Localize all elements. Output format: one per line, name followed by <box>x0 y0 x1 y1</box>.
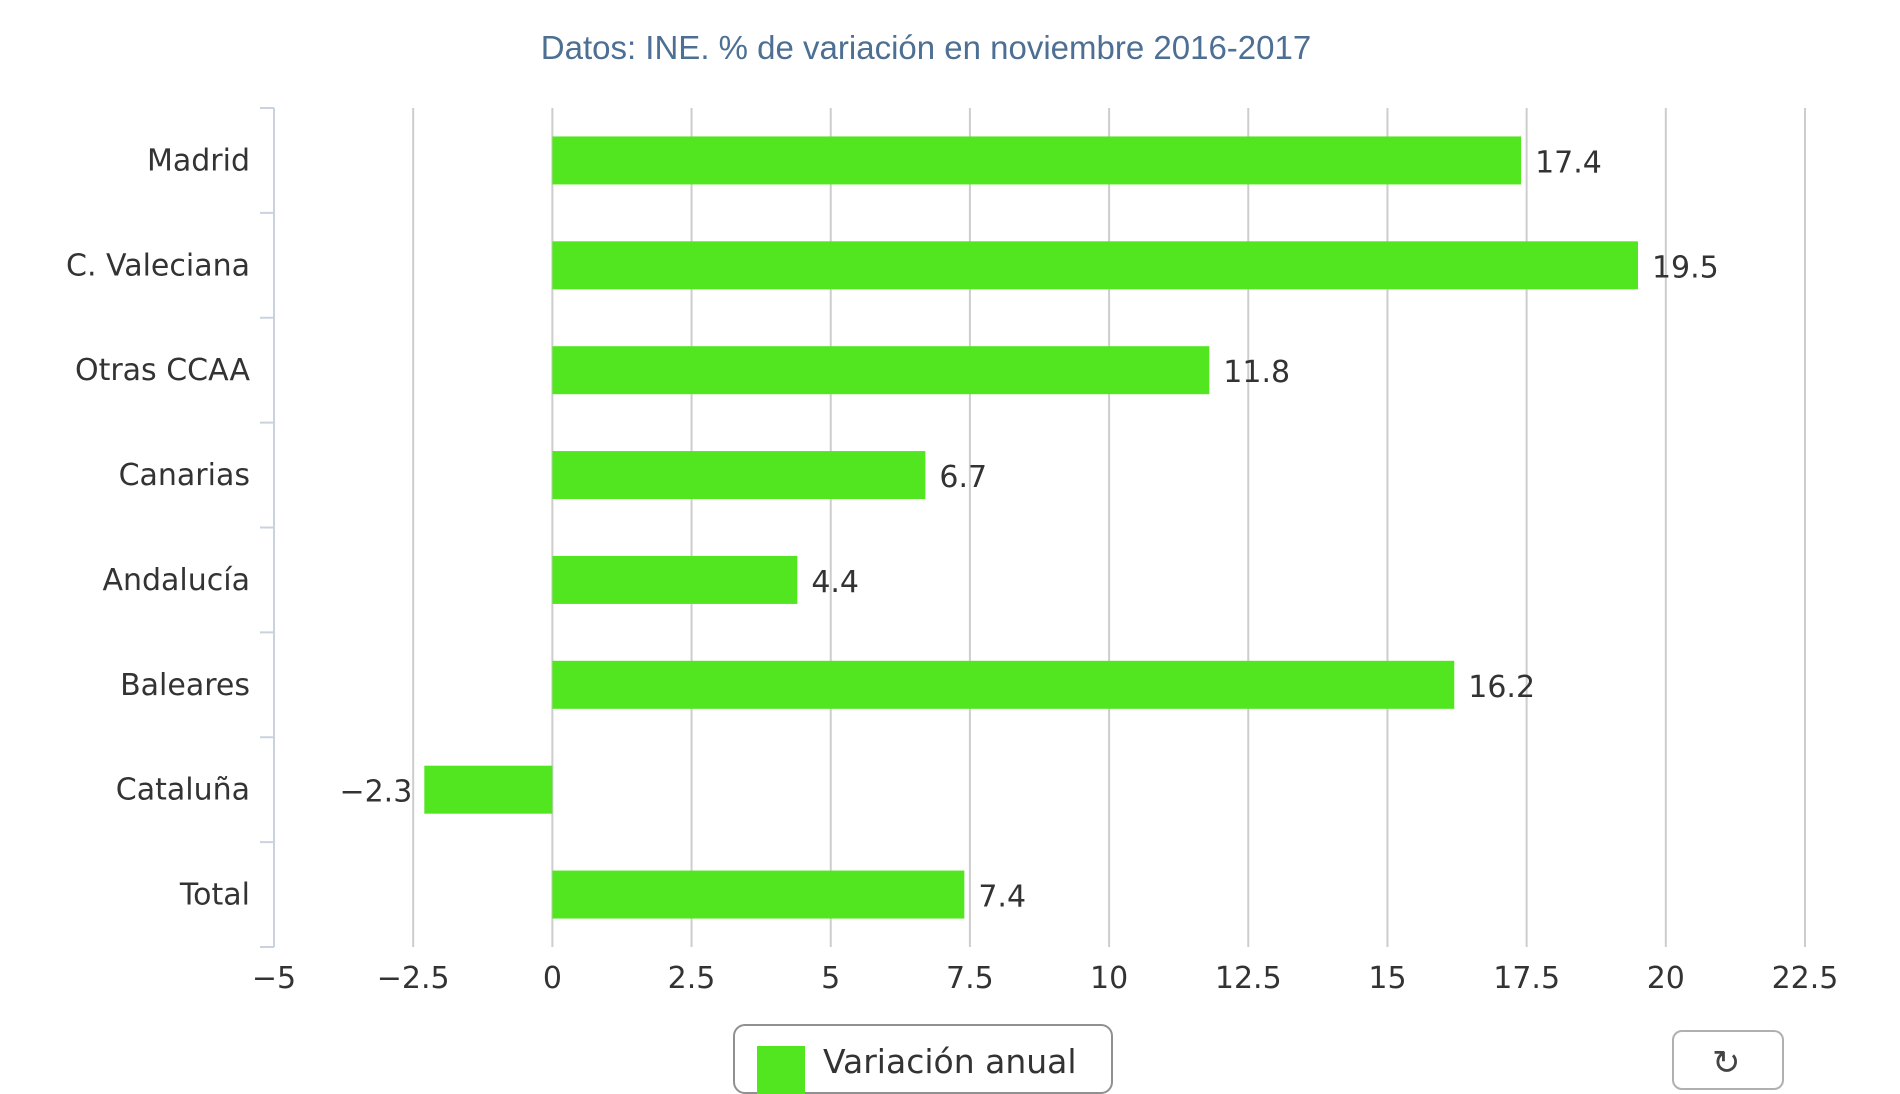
data-label: 17.4 <box>1535 145 1602 180</box>
x-tick-labels: −5 −2.5 0 2.5 5 7.5 10 12.5 15 17.5 20 22.5 <box>252 961 1839 996</box>
bar[interactable] <box>552 870 965 919</box>
bar-series[interactable] <box>424 136 1638 919</box>
category-label: Cataluña <box>116 773 250 808</box>
category-labels: Madrid C. Valeciana Otras CCAA Canarias Anda… <box>66 143 250 912</box>
x-tick-label: 5 <box>821 961 840 996</box>
chart-plot: 17.4 19.5 11.8 6.7 4.4 16.2 −2.3 7.4 Madrid C. V… <box>66 107 1839 996</box>
bar[interactable] <box>552 451 926 500</box>
data-label: 7.4 <box>978 880 1026 915</box>
bar[interactable] <box>552 660 1455 709</box>
category-label: C. Valeciana <box>66 248 250 283</box>
legend[interactable]: Variación anual <box>733 1024 1113 1094</box>
y-axis <box>260 107 275 948</box>
category-label: Total <box>179 878 250 913</box>
bar[interactable] <box>552 555 798 604</box>
x-tick-label: 20 <box>1647 961 1685 996</box>
x-tick-label: 15 <box>1368 961 1406 996</box>
x-tick-label: −5 <box>252 961 296 996</box>
category-label: Baleares <box>120 668 250 703</box>
x-tick-label: −2.5 <box>377 961 450 996</box>
data-label: 6.7 <box>939 460 987 495</box>
x-tick-label: 2.5 <box>668 961 716 996</box>
data-label: 11.8 <box>1223 355 1290 390</box>
legend-label: Variación anual <box>823 1042 1077 1081</box>
data-label: −2.3 <box>339 775 412 810</box>
reset-zoom-button[interactable]: ↻ <box>1672 1030 1784 1090</box>
category-label: Canarias <box>119 458 250 493</box>
x-tick-label: 7.5 <box>946 961 994 996</box>
x-tick-label: 10 <box>1090 961 1128 996</box>
data-label: 19.5 <box>1652 250 1719 285</box>
x-tick-label: 12.5 <box>1215 961 1282 996</box>
category-label: Otras CCAA <box>75 353 251 388</box>
x-tick-label: 0 <box>543 961 562 996</box>
data-label: 16.2 <box>1468 670 1535 705</box>
bar[interactable] <box>552 346 1210 395</box>
value-labels: 17.4 19.5 11.8 6.7 4.4 16.2 −2.3 7.4 <box>339 145 1718 914</box>
x-tick-label: 17.5 <box>1493 961 1560 996</box>
data-label: 4.4 <box>811 565 859 600</box>
refresh-icon: ↻ <box>1712 1043 1741 1083</box>
chart-container: Datos: INE. % de variación en noviembre … <box>66 29 1839 1094</box>
grid-lines <box>412 108 1806 947</box>
x-tick-label: 22.5 <box>1772 961 1839 996</box>
bar[interactable] <box>552 241 1638 290</box>
chart-subtitle: Datos: INE. % de variación en noviembre … <box>540 29 1312 66</box>
bar[interactable] <box>424 765 553 814</box>
category-label: Madrid <box>147 143 250 178</box>
legend-swatch <box>757 1046 805 1094</box>
bar[interactable] <box>552 136 1522 185</box>
category-label: Andalucía <box>102 563 250 598</box>
